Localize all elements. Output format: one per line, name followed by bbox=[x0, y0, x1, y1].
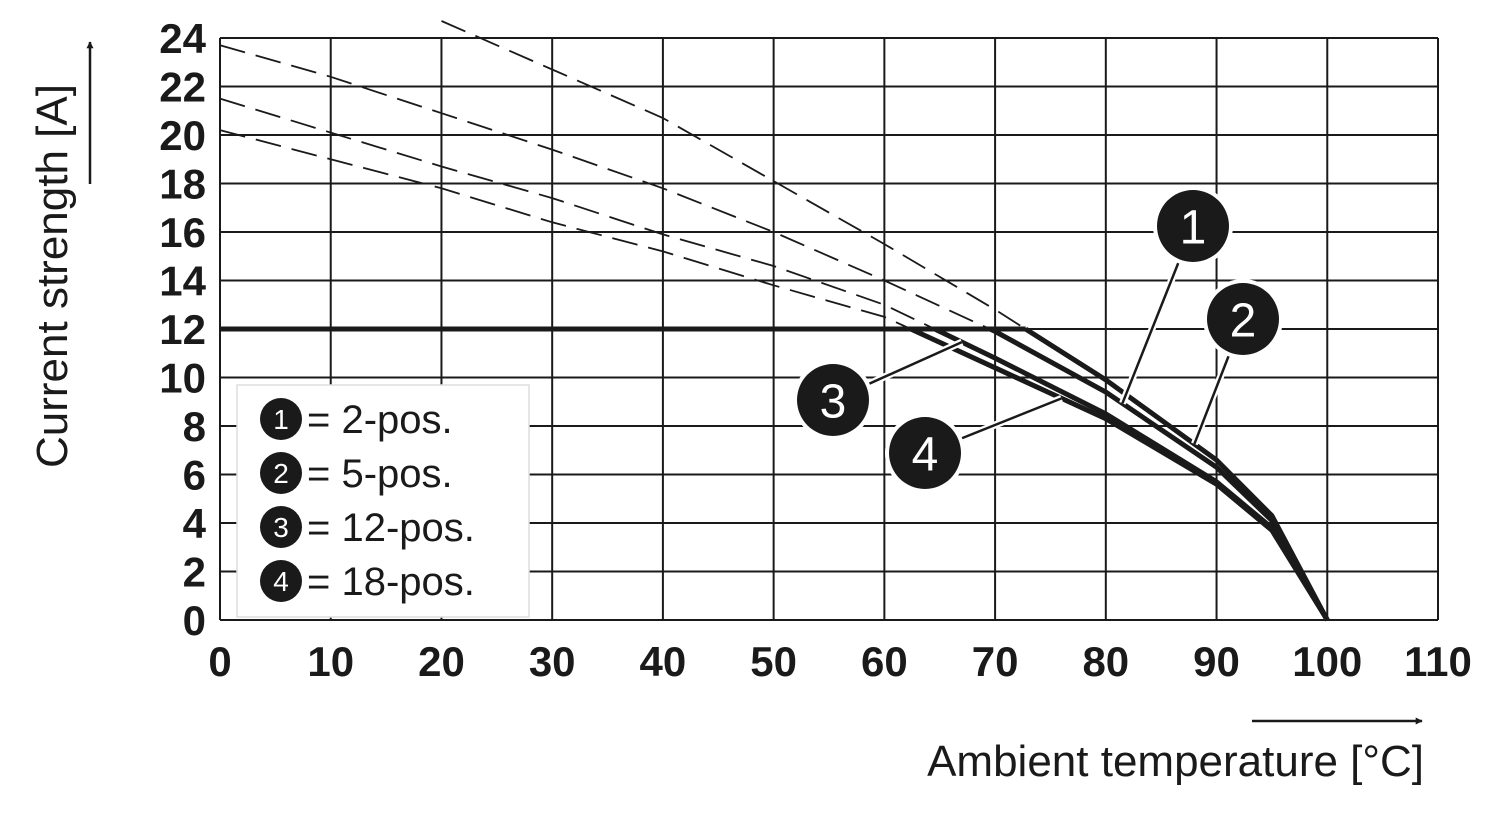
legend-entry-text: = 2-pos. bbox=[307, 398, 453, 442]
legend-badge-2-number: 2 bbox=[273, 458, 289, 489]
x-tick-label: 60 bbox=[861, 638, 908, 685]
series-4-extrapolated bbox=[219, 129, 912, 330]
legend-entry-text: = 18-pos. bbox=[307, 560, 475, 604]
series-4-line bbox=[909, 326, 1330, 622]
y-axis-label: Current strength [A] bbox=[28, 84, 77, 468]
series-1-extrapolated bbox=[219, 44, 991, 330]
tick-labels: 0 10 20 30 40 50 60 70 80 90 100 110024681012141618… bbox=[159, 15, 1472, 685]
x-tick-label: 20 bbox=[418, 638, 465, 685]
x-tick-label: 100 bbox=[1292, 638, 1362, 685]
legend-entry-text: = 12-pos. bbox=[307, 506, 475, 550]
callout-badge-1: 1 bbox=[1153, 186, 1233, 266]
y-axis-label-group: Current strength [A] bbox=[28, 41, 94, 468]
callout-badge-4-number: 4 bbox=[912, 428, 939, 481]
callout-badge-3-number: 3 bbox=[820, 375, 847, 428]
y-tick-label: 16 bbox=[159, 209, 206, 256]
callout-badge-4-circle bbox=[889, 417, 961, 489]
x-tick-label: 80 bbox=[1082, 638, 1129, 685]
callout-badge-2: 2 bbox=[1203, 279, 1283, 359]
legend-badge-2: 2 bbox=[256, 448, 306, 498]
legend-badge-4-number: 4 bbox=[273, 566, 289, 597]
y-tick-label: 4 bbox=[183, 500, 207, 547]
legend: 1 = 2-pos. 2 = 5-pos. 3 = 12-pos. 4 = 18-pos. bbox=[236, 384, 530, 618]
legend-badge-1: 1 bbox=[256, 394, 306, 444]
x-tick-label: 30 bbox=[529, 638, 576, 685]
extrapolated-curves bbox=[219, 20, 1027, 330]
y-tick-label: 2 bbox=[183, 549, 206, 596]
y-tick-label: 24 bbox=[159, 15, 206, 62]
callout-badge-1-circle bbox=[1157, 190, 1229, 262]
y-tick-label: 20 bbox=[159, 112, 206, 159]
y-tick-label: 14 bbox=[159, 258, 206, 305]
y-tick-label: 6 bbox=[183, 452, 206, 499]
y-tick-label: 0 bbox=[183, 597, 206, 644]
legend-badge-4-circle bbox=[260, 560, 302, 602]
legend-badge-2-circle bbox=[260, 452, 302, 494]
x-tick-label: 10 bbox=[307, 638, 354, 685]
x-axis-label-group: Ambient temperature [°C] bbox=[927, 717, 1424, 786]
legend-badge-3-circle bbox=[260, 506, 302, 548]
legend-badge-3: 3 bbox=[256, 502, 306, 552]
legend-badge-1-number: 1 bbox=[273, 404, 289, 435]
callout-badge-3-circle bbox=[797, 364, 869, 436]
legend-badge-4: 4 bbox=[256, 556, 306, 606]
series-3-extrapolated bbox=[219, 97, 936, 330]
x-tick-label: 50 bbox=[750, 638, 797, 685]
series-2-extrapolated bbox=[441, 20, 1027, 330]
callout-badge-2-circle bbox=[1207, 283, 1279, 355]
y-tick-label: 10 bbox=[159, 355, 206, 402]
x-tick-label: 40 bbox=[640, 638, 687, 685]
legend-badge-3-number: 3 bbox=[273, 512, 289, 543]
y-tick-label: 22 bbox=[159, 64, 206, 111]
callout-badge-1-number: 1 bbox=[1180, 201, 1207, 254]
callout-badge-2-number: 2 bbox=[1230, 294, 1257, 347]
callout-badge-3: 3 bbox=[793, 360, 873, 440]
x-tick-label: 0 bbox=[208, 638, 231, 685]
curve-callouts: 12 3 4 bbox=[793, 186, 1283, 493]
y-tick-label: 12 bbox=[159, 306, 206, 353]
x-tick-label: 110 bbox=[1404, 638, 1472, 685]
derating-curves bbox=[220, 326, 1330, 622]
x-tick-label: 90 bbox=[1193, 638, 1240, 685]
legend-badge-1-circle bbox=[260, 398, 302, 440]
y-tick-label: 8 bbox=[183, 403, 206, 450]
legend-entry-text: = 5-pos. bbox=[307, 452, 453, 496]
callout-badge-4: 4 bbox=[885, 413, 965, 493]
x-tick-label: 70 bbox=[972, 638, 1019, 685]
x-axis-label: Ambient temperature [°C] bbox=[927, 737, 1424, 786]
series-2-line bbox=[1024, 326, 1330, 622]
y-tick-label: 18 bbox=[159, 161, 206, 208]
